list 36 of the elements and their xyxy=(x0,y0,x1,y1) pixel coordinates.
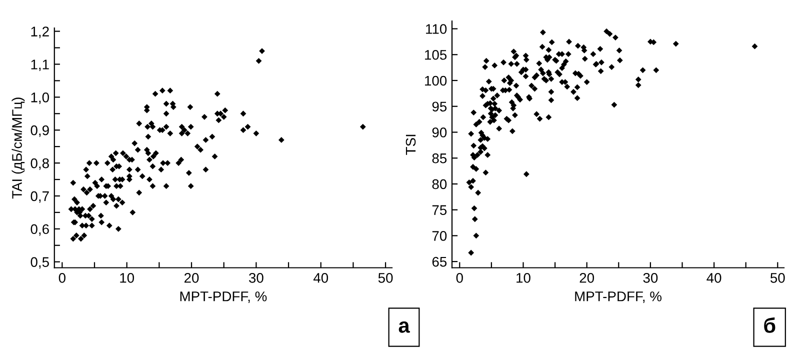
x-tick-label: 30 xyxy=(248,272,264,283)
x-tick-label: 0 xyxy=(58,272,66,283)
x-tick-label: 30 xyxy=(643,272,658,283)
x-axis-title: MPT-PDFF, % xyxy=(180,292,267,303)
y-tick-label: 1,1 xyxy=(31,60,49,72)
x-tick-label: 40 xyxy=(313,272,328,283)
x-tick-label: 10 xyxy=(120,272,134,283)
text: а xyxy=(398,321,410,333)
y-tick-label: 0,5 xyxy=(30,257,49,269)
x-tick-label: 20 xyxy=(580,272,594,283)
x-tick-label: 40 xyxy=(706,272,722,283)
y-tick-label: 0,9 xyxy=(30,125,49,137)
y-axis-title: TSI xyxy=(406,134,416,155)
y-tick-label: 0,6 xyxy=(30,224,49,236)
y-tick-label: 110 xyxy=(426,24,447,34)
y-tick-label: 0,7 xyxy=(30,191,49,203)
x-tick-label: 10 xyxy=(516,272,530,283)
y-tick-label: 65 xyxy=(432,256,447,267)
y-tick-label: 70 xyxy=(432,231,447,241)
y-tick-label: 90 xyxy=(432,128,447,138)
x-tick-label: 0 xyxy=(456,272,463,283)
y-tick-label: 1,2 xyxy=(31,26,49,38)
text: б xyxy=(764,317,776,333)
x-tick-label: 50 xyxy=(378,272,393,283)
y-tick-label: 75 xyxy=(432,205,447,215)
x-tick-label: 50 xyxy=(770,272,785,283)
x-axis-title: MPT-PDFF, % xyxy=(575,292,662,303)
y-tick-label: 95 xyxy=(432,102,447,112)
y-tick-label: 0,8 xyxy=(30,158,49,170)
y-tick-label: 105 xyxy=(425,50,447,60)
x-tick-label: 20 xyxy=(184,272,199,283)
y-tick-label: 80 xyxy=(432,179,447,190)
y-tick-label: 100 xyxy=(425,76,447,86)
y-tick-label: 85 xyxy=(432,153,447,164)
y-axis-title: TAI (дБ/см/МГц) xyxy=(12,98,25,199)
y-tick-label: 1,0 xyxy=(31,92,49,104)
